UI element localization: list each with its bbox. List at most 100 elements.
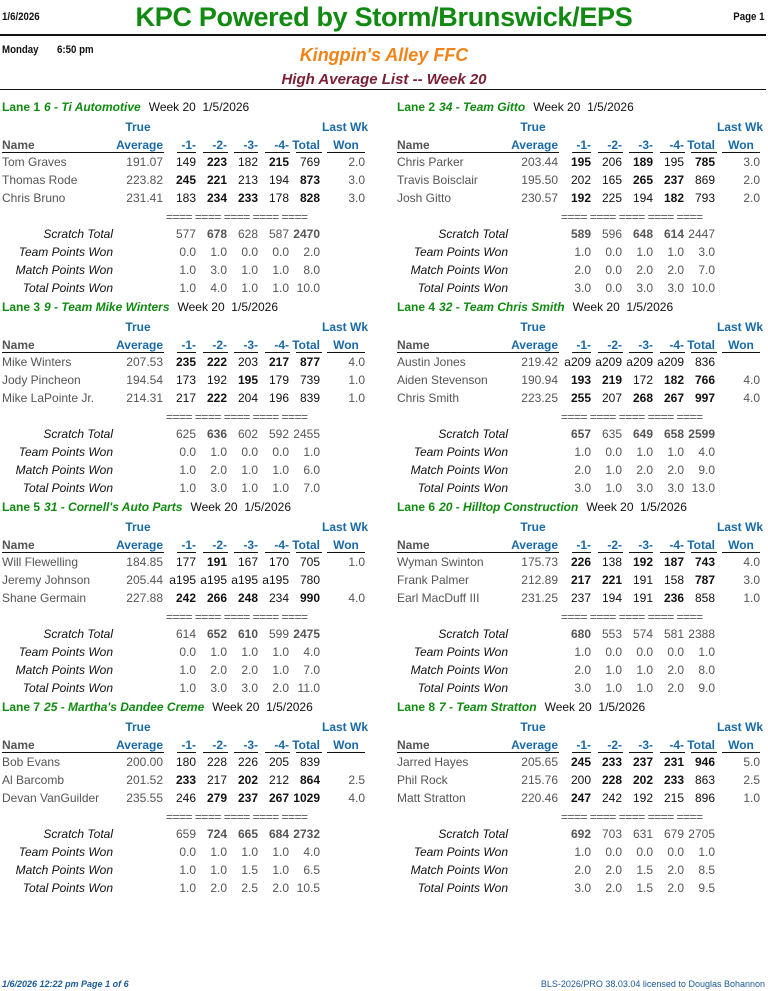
total-points-won-label: Total Points Won	[22, 281, 113, 295]
game-score: 268	[632, 391, 653, 405]
scratch-total-value: 628	[237, 227, 258, 241]
header-underline	[265, 152, 290, 153]
header-won: Won	[728, 538, 754, 552]
scratch-total-label: Scratch Total	[438, 227, 508, 241]
match-points-won-value: 1.0	[179, 463, 196, 477]
player-name: Mike Winters	[2, 355, 72, 369]
game-score: 193	[570, 373, 591, 387]
game-score: a195	[200, 573, 227, 587]
series-total: 839	[299, 391, 320, 405]
scratch-total-value: 724	[206, 827, 227, 841]
player-name: Aiden Stevenson	[397, 373, 488, 387]
separator: ==== ==== ==== ==== ====	[166, 210, 308, 224]
team-points-won-value: 0.0	[605, 245, 622, 259]
match-points-won-value: 1.0	[210, 863, 227, 877]
header-underline	[629, 552, 653, 553]
series-total: 858	[694, 591, 715, 605]
player-name: Al Barcomb	[2, 773, 65, 787]
team-points-won-value: 1.0	[636, 445, 653, 459]
match-points-won-label: Match Points Won	[15, 863, 113, 877]
player-name: Chris Parker	[397, 155, 464, 169]
header-underline	[691, 352, 717, 353]
game-score: 215	[268, 155, 289, 169]
last-week-won: 1.0	[348, 373, 365, 387]
game-score: a209	[657, 355, 684, 369]
header-true: True	[520, 520, 546, 534]
separator: ==== ==== ==== ==== ====	[561, 810, 703, 824]
header-underline	[296, 752, 322, 753]
player-average: 215.76	[521, 773, 558, 787]
game-score: 200	[570, 773, 591, 787]
player-name: Chris Smith	[397, 391, 460, 405]
report-date: 1/6/2026	[2, 11, 40, 23]
game-score: a209	[626, 355, 653, 369]
game-score: 192	[206, 373, 227, 387]
team-name: 7 - Team Stratton	[439, 700, 537, 714]
match-points-won-label: Match Points Won	[410, 663, 508, 677]
game-score: 233	[237, 191, 258, 205]
player-name: Phil Rock	[397, 773, 448, 787]
game-score: 279	[206, 791, 227, 805]
game-score: 196	[268, 391, 289, 405]
separator: ==== ==== ==== ==== ====	[166, 810, 308, 824]
match-points-won-value: 1.0	[179, 263, 196, 277]
header-average: Average	[511, 138, 558, 152]
header-average: Average	[116, 138, 163, 152]
header-g1: -1-	[576, 138, 591, 152]
header-g4: -4-	[274, 738, 289, 752]
header-underline	[327, 352, 365, 353]
header-last-wk: Last Wk	[717, 520, 764, 534]
team-points-won-value: 4.0	[303, 645, 320, 659]
footer-license: BLS-2026/PRO 38.03.04 licensed to Dougla…	[540, 979, 765, 989]
lane-block: Lane 6 20 - Hilltop Construction Week 20 1…	[395, 500, 768, 700]
header-name: Name	[2, 338, 35, 352]
header-g4: -4-	[669, 138, 684, 152]
header-underline	[177, 752, 196, 753]
header-underline	[2, 152, 164, 153]
player-average: 195.50	[521, 173, 558, 187]
game-score: 217	[570, 573, 591, 587]
header-g2: -2-	[212, 738, 227, 752]
game-score: 192	[632, 555, 653, 569]
header-underline	[722, 552, 760, 553]
game-score: 219	[601, 373, 622, 387]
total-points-won-value: 1.0	[605, 481, 622, 495]
header-total: Total	[292, 338, 320, 352]
game-score: 189	[632, 155, 653, 169]
game-score: 235	[175, 355, 196, 369]
series-total: 877	[299, 355, 320, 369]
header-last-wk: Last Wk	[717, 720, 764, 734]
total-points-won-value: 1.5	[636, 881, 653, 895]
game-score: 204	[237, 391, 258, 405]
game-score: 234	[268, 591, 289, 605]
total-points-won-value: 10.0	[691, 281, 715, 295]
game-score: 213	[237, 173, 258, 187]
header-won: Won	[728, 338, 754, 352]
match-points-won-value: 7.0	[303, 663, 320, 677]
lane-block: Lane 4 32 - Team Chris Smith Week 20 1/5/2…	[395, 300, 768, 500]
scratch-total-value: 577	[175, 227, 196, 241]
game-score: 265	[632, 173, 653, 187]
total-points-won-value: 13.0	[691, 481, 715, 495]
team-points-won-value: 1.0	[574, 645, 591, 659]
lane-number: Lane 8	[397, 700, 436, 714]
total-points-won-value: 3.0	[241, 681, 258, 695]
header-underline	[397, 352, 559, 353]
total-points-won-value: 1.0	[272, 281, 289, 295]
team-name: 6 - Ti Automotive	[44, 100, 141, 114]
team-points-won-value: 1.0	[210, 645, 227, 659]
game-score: 173	[175, 373, 196, 387]
header-underline	[660, 752, 685, 753]
player-name: Earl MacDuff III	[397, 591, 480, 605]
game-score: 182	[663, 373, 684, 387]
team-points-won-value: 0.0	[667, 845, 684, 859]
header-g4: -4-	[274, 538, 289, 552]
player-name: Jody Pincheon	[2, 373, 81, 387]
week-date: Week 20 1/5/2026	[544, 700, 646, 714]
player-name: Austin Jones	[397, 355, 466, 369]
game-score: 247	[570, 791, 591, 805]
game-score: 221	[206, 173, 227, 187]
total-points-won-value: 2.0	[272, 681, 289, 695]
series-total: 787	[694, 573, 715, 587]
header-total: Total	[687, 338, 715, 352]
